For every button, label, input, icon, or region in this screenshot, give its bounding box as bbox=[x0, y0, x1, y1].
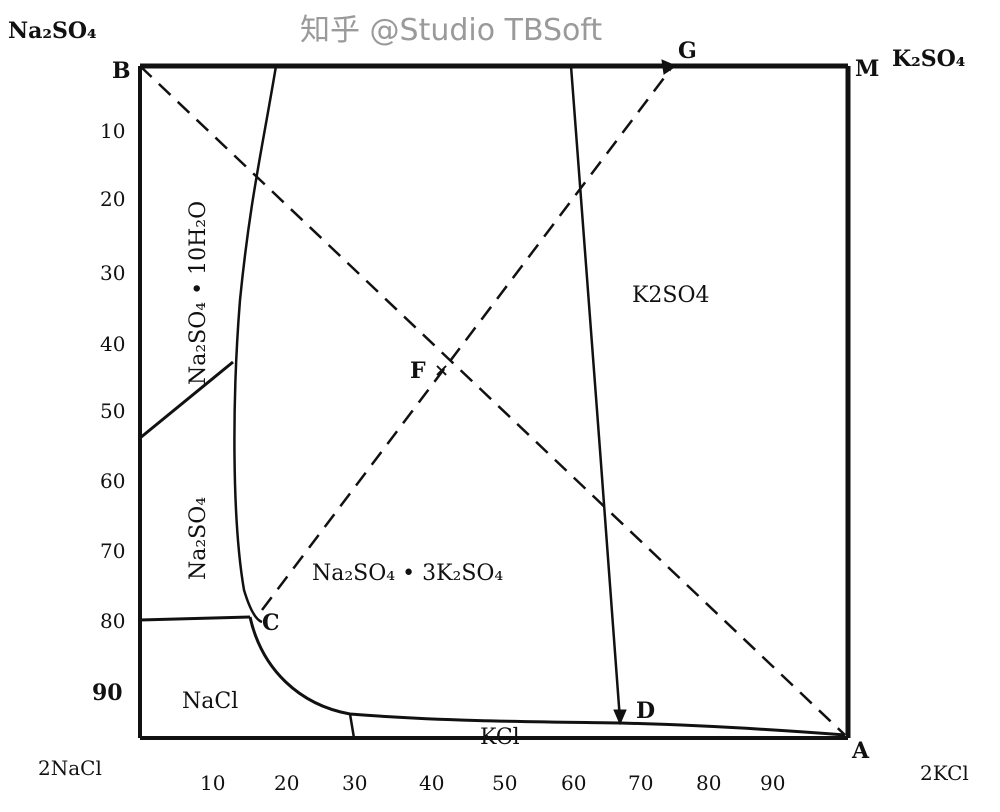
x-tick-label: 30 bbox=[342, 771, 367, 795]
x-tick-label: 70 bbox=[628, 771, 653, 795]
y-tick-label: 90 bbox=[92, 680, 123, 706]
arrow-d bbox=[613, 709, 627, 726]
region-label-na2so4: Na₂SO₄ bbox=[186, 497, 211, 580]
point-marker-f: × bbox=[434, 360, 449, 381]
x-tick-label: 10 bbox=[200, 771, 225, 795]
x-tick-label: 80 bbox=[696, 771, 721, 795]
corner-label-na2so4: Na₂SO₄ bbox=[8, 18, 97, 44]
y-tick-label: 80 bbox=[100, 609, 125, 633]
point-label-g: G bbox=[678, 38, 697, 64]
boundary-decahydrate bbox=[233, 65, 278, 624]
region-label-k2so4: K2SO4 bbox=[632, 283, 710, 308]
region-label-kcl: KCl bbox=[480, 725, 520, 750]
y-tick-label: 30 bbox=[100, 261, 125, 285]
boundary-c-to-a bbox=[248, 616, 846, 737]
corner-label-k2so4: K₂SO₄ bbox=[892, 46, 965, 72]
point-label-c: C bbox=[262, 610, 280, 636]
x-tick-label: 90 bbox=[760, 771, 785, 795]
boundary-na2so4-nacl bbox=[139, 615, 251, 622]
arrow-g bbox=[661, 59, 678, 75]
boundary-decahydrate-na2so4 bbox=[139, 360, 234, 440]
y-tick-label: 50 bbox=[100, 399, 125, 423]
dashed-line-c-g bbox=[261, 69, 671, 611]
point-label-a: A bbox=[851, 738, 870, 764]
y-tick-label: 70 bbox=[100, 539, 125, 563]
x-tick-label: 50 bbox=[492, 771, 517, 795]
boundary-nacl-kcl bbox=[348, 713, 356, 739]
point-label-m: M bbox=[855, 56, 879, 82]
corner-label-2kcl: 2KCl bbox=[920, 761, 969, 785]
y-tick-label: 20 bbox=[100, 187, 125, 211]
watermark: 知乎 @Studio TBSoft bbox=[300, 13, 602, 48]
boundary-glaserite-k2so4 bbox=[569, 65, 622, 721]
point-label-b: B bbox=[112, 58, 131, 84]
y-tick-labels: 10 20 30 40 50 60 70 80 90 bbox=[92, 119, 125, 706]
corner-label-2nacl: 2NaCl bbox=[38, 756, 102, 780]
region-label-nacl: NaCl bbox=[182, 689, 238, 714]
y-tick-label: 10 bbox=[100, 119, 125, 143]
x-tick-label: 40 bbox=[419, 771, 444, 795]
x-tick-labels: 10 20 30 40 50 60 70 80 90 bbox=[200, 771, 785, 795]
dashed-line-b-a bbox=[139, 65, 846, 736]
point-label-f: F bbox=[410, 358, 426, 384]
y-tick-label: 40 bbox=[100, 332, 125, 356]
point-label-d: D bbox=[636, 698, 655, 724]
region-label-glaserite: Na₂SO₄ • 3K₂SO₄ bbox=[312, 561, 503, 586]
region-label-na2so4-10h2o: Na₂SO₄ • 10H₂O bbox=[186, 201, 211, 385]
x-tick-label: 20 bbox=[274, 771, 299, 795]
y-tick-label: 60 bbox=[100, 469, 125, 493]
x-tick-label: 60 bbox=[561, 771, 586, 795]
